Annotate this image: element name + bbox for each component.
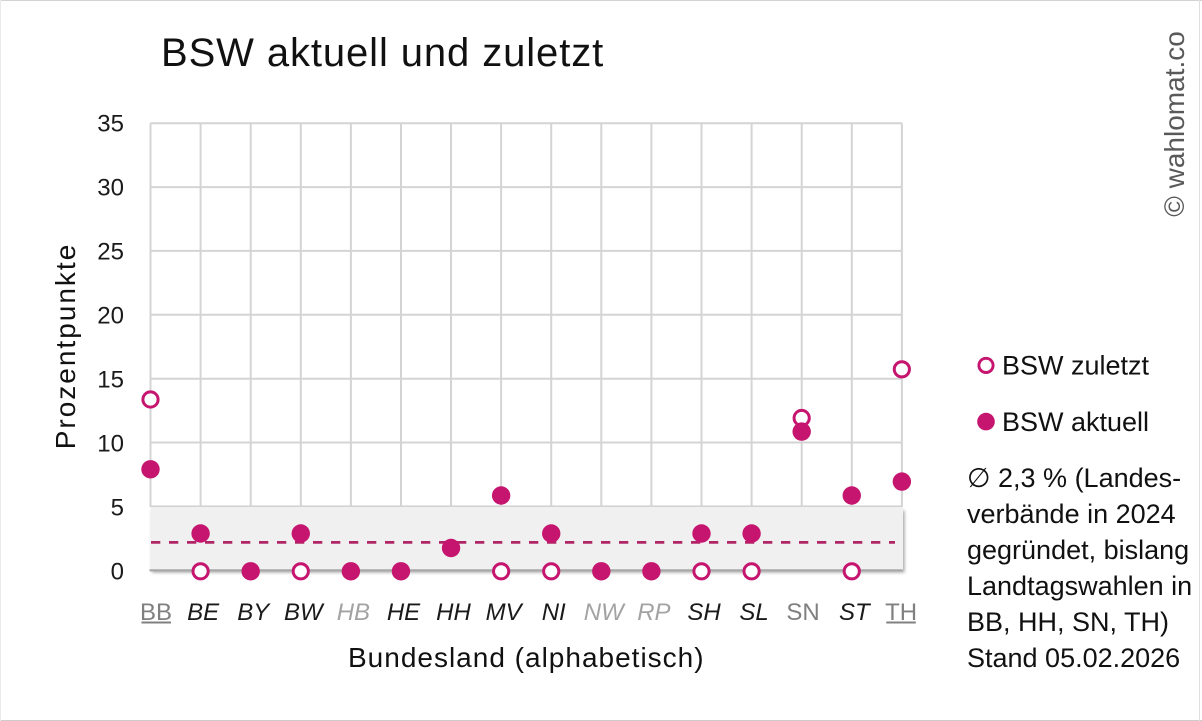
svg-text:BSW aktuell und zuletzt: BSW aktuell und zuletzt [161,31,604,75]
svg-text:Bundesland (alphabetisch): Bundesland (alphabetisch) [348,642,705,673]
svg-text:BY: BY [237,599,271,626]
svg-text:25: 25 [97,239,124,266]
svg-text:SL: SL [739,599,768,626]
svg-text:Stand 05.02.2026: Stand 05.02.2026 [967,643,1180,673]
svg-text:SN: SN [786,599,819,626]
svg-text:Prozentpunkte: Prozentpunkte [50,243,81,450]
svg-text:HB: HB [337,599,370,626]
svg-text:NW: NW [584,599,626,626]
svg-text:∅ 2,3 % (Landes-: ∅ 2,3 % (Landes- [967,463,1181,493]
svg-text:10: 10 [97,431,124,458]
svg-text:30: 30 [97,175,124,202]
svg-text:BSW aktuell: BSW aktuell [1002,407,1149,437]
svg-text:BE: BE [187,599,220,626]
svg-text:0: 0 [111,559,124,586]
svg-text:BB, HH, SN, TH): BB, HH, SN, TH) [967,607,1169,637]
svg-text:SH: SH [687,599,721,626]
svg-text:gegründet, bislang: gegründet, bislang [967,535,1189,565]
svg-text:HE: HE [387,599,421,626]
svg-text:RP: RP [637,599,670,626]
svg-text:35: 35 [97,111,124,138]
svg-text:Landtagswahlen in: Landtagswahlen in [967,571,1192,601]
svg-text:20: 20 [97,303,124,330]
svg-text:MV: MV [486,599,524,626]
svg-text:ST: ST [839,599,872,626]
svg-text:15: 15 [97,367,124,394]
svg-text:BSW zuletzt: BSW zuletzt [1002,351,1150,381]
svg-text:5: 5 [111,495,124,522]
svg-text:NI: NI [542,599,566,626]
svg-text:HH: HH [436,599,471,626]
svg-text:© wahlomat.co: © wahlomat.co [1159,31,1190,217]
svg-text:BW: BW [284,599,325,626]
svg-text:verbände in 2024: verbände in 2024 [967,499,1176,529]
